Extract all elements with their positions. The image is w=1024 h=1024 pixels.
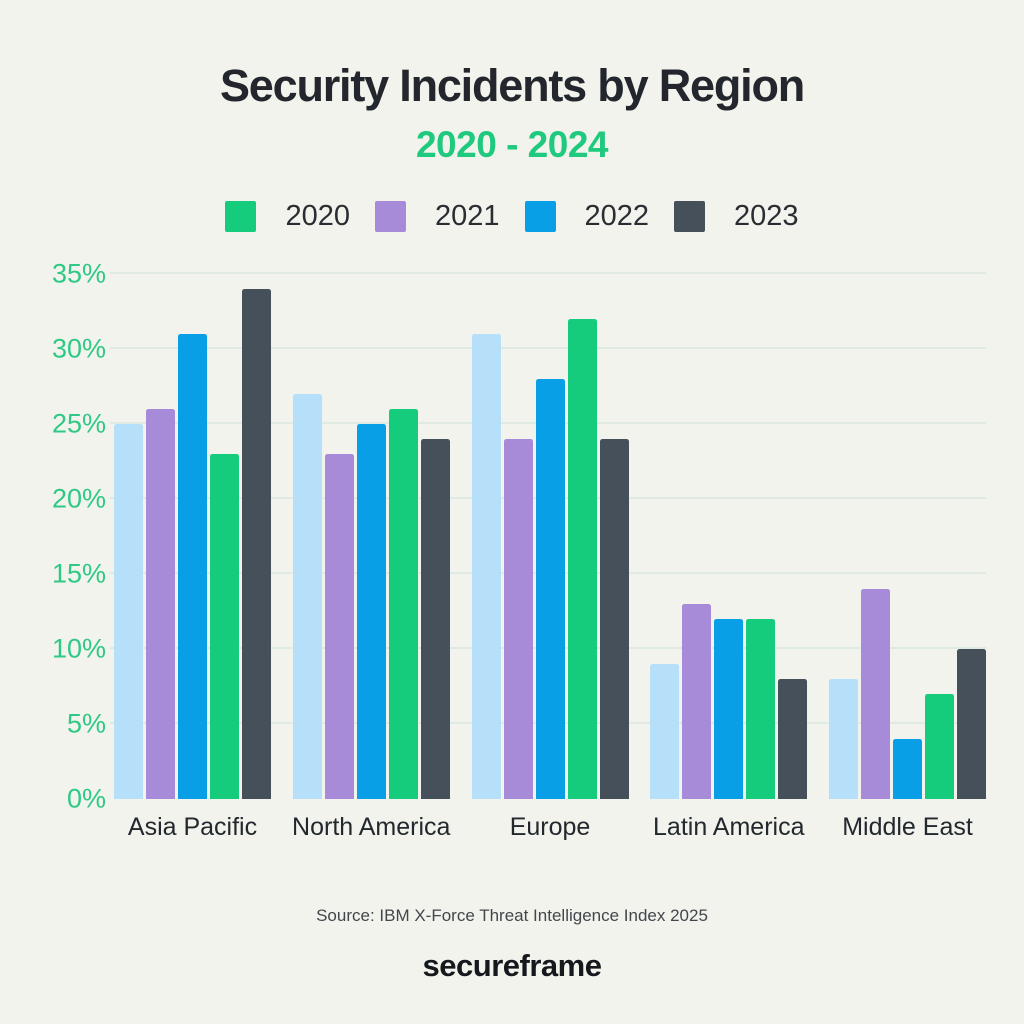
legend-item-2023: 2023 <box>674 200 799 233</box>
x-label-asia-pacific: Asia Pacific <box>127 813 258 841</box>
bar-2021-europe <box>503 439 533 799</box>
bar-2020-north-america <box>388 409 418 799</box>
legend-swatch-2021 <box>374 201 406 232</box>
bar-2022-latin-america <box>714 619 744 799</box>
bar-2023-latin-america <box>778 679 808 799</box>
bar-series-1-europe <box>471 334 501 799</box>
bar-2020-middle-east <box>925 694 954 799</box>
gridline-35 <box>110 272 986 274</box>
bar-2022-europe <box>535 379 565 799</box>
x-label-latin-america: Latin America <box>653 813 805 841</box>
bar-2023-middle-east <box>957 649 986 799</box>
bar-group-north-america: North America <box>292 274 450 841</box>
source-note: Source: IBM X-Force Threat Intelligence … <box>316 906 708 925</box>
bar-group-latin-america: Latin America <box>650 274 808 841</box>
bar-series-1-north-america <box>292 394 322 799</box>
legend-item-2021: 2021 <box>374 200 500 233</box>
legend-swatch-2022 <box>524 201 556 232</box>
bar-2020-latin-america <box>746 619 776 799</box>
bar-series-1-latin-america <box>650 664 680 799</box>
chart-subtitle: 2020 - 2024 <box>415 124 609 165</box>
legend-label-2021: 2021 <box>434 200 500 232</box>
legend-label-2022: 2022 <box>584 200 650 232</box>
y-axis: 0% 5% 10% 15% 20% 25% 30% 35% <box>28 259 106 814</box>
x-label-north-america: North America <box>292 813 451 841</box>
x-label-middle-east: Middle East <box>842 813 973 841</box>
legend-swatch-2020 <box>225 201 257 232</box>
y-tick-20: 20% <box>51 483 106 514</box>
bar-2022-middle-east <box>893 739 922 799</box>
legend-swatch-2023 <box>674 201 706 232</box>
y-tick-0: 0% <box>66 783 106 814</box>
bar-2021-middle-east <box>861 589 890 799</box>
y-tick-25: 25% <box>51 408 106 439</box>
bar-2023-europe <box>599 439 629 799</box>
y-tick-10: 10% <box>51 633 106 664</box>
legend-item-2020: 2020 <box>225 200 350 233</box>
bar-group-middle-east: Middle East <box>829 274 986 841</box>
bar-series-1-asia-pacific <box>114 424 143 799</box>
legend: 2020 2021 2022 2023 <box>0 200 1024 233</box>
y-tick-15: 15% <box>51 558 106 589</box>
bar-2021-asia-pacific <box>146 409 175 799</box>
legend-label-2023: 2023 <box>734 200 799 232</box>
gridline-30 <box>110 347 986 349</box>
x-label-europe: Europe <box>509 813 591 841</box>
bar-series-1-middle-east <box>829 679 858 799</box>
bar-2022-asia-pacific <box>178 334 207 799</box>
y-tick-5: 5% <box>66 708 106 739</box>
bar-group-asia-pacific: Asia Pacific <box>114 274 271 841</box>
plot-area: Asia Pacific North America Europe Latin Ame… <box>110 272 986 841</box>
legend-label-2020: 2020 <box>285 200 350 232</box>
bar-2023-asia-pacific <box>242 289 271 799</box>
y-tick-35: 35% <box>51 258 106 289</box>
bar-group-europe: Europe <box>471 274 629 841</box>
bar-2021-latin-america <box>682 604 712 799</box>
bar-2020-asia-pacific <box>210 454 239 799</box>
chart-title: Security Incidents by Region <box>219 60 805 111</box>
bar-groups: Asia Pacific North America Europe Latin Ame… <box>114 274 986 841</box>
bar-2022-north-america <box>356 424 386 799</box>
brand-logo: secureframe <box>422 948 602 983</box>
bar-2021-north-america <box>324 454 354 799</box>
bar-2020-europe <box>567 319 597 799</box>
legend-item-2022: 2022 <box>524 200 650 233</box>
y-tick-30: 30% <box>51 333 106 364</box>
bar-2023-north-america <box>420 439 450 799</box>
